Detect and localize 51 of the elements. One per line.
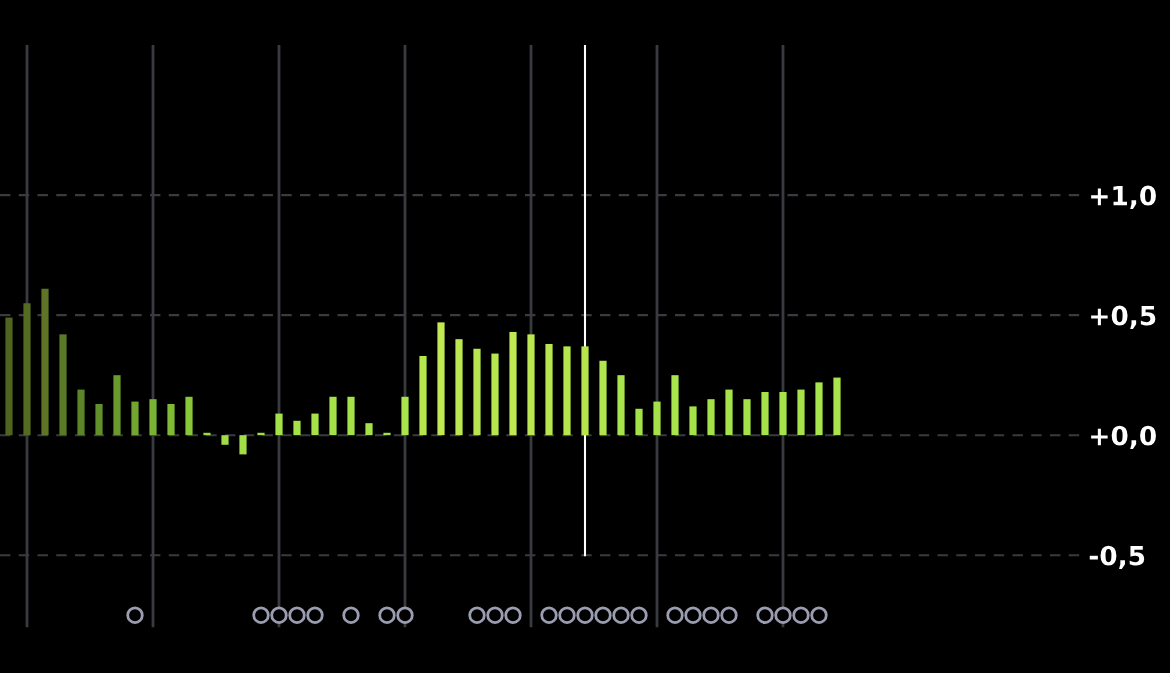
bar	[239, 435, 247, 455]
bar	[257, 432, 265, 436]
bar	[167, 403, 175, 436]
bar	[455, 339, 463, 436]
bar	[653, 401, 661, 436]
bar	[23, 303, 31, 436]
bar	[275, 413, 283, 436]
bar	[329, 396, 337, 436]
y-tick-label: +0,0	[1091, 425, 1156, 449]
bar	[761, 391, 769, 436]
bar	[779, 391, 787, 436]
y-tick-label: +0,5	[1091, 305, 1156, 329]
bar	[437, 322, 445, 436]
bar	[131, 401, 139, 436]
bar	[797, 389, 805, 436]
bar	[671, 375, 679, 436]
bar	[5, 317, 13, 436]
bar	[833, 377, 841, 436]
bar	[365, 423, 373, 436]
bar	[41, 288, 49, 436]
bar	[743, 399, 751, 436]
bar	[473, 348, 481, 436]
y-tick-label: -0,5	[1089, 545, 1145, 569]
bar	[149, 399, 157, 436]
bar	[59, 334, 67, 436]
bar	[311, 413, 319, 436]
bar	[509, 331, 517, 436]
bar	[617, 375, 625, 436]
bar	[563, 346, 571, 436]
bar	[401, 396, 409, 436]
bar	[77, 389, 85, 436]
y-tick-label: +1,0	[1091, 185, 1156, 209]
bar	[491, 353, 499, 436]
bar	[725, 389, 733, 436]
bar	[185, 396, 193, 436]
bar	[347, 396, 355, 436]
bar	[815, 382, 823, 436]
bar	[419, 355, 427, 436]
bar	[707, 399, 715, 436]
bar	[527, 334, 535, 436]
bar	[545, 343, 553, 436]
bar	[95, 403, 103, 436]
bar	[113, 375, 121, 436]
bar	[635, 408, 643, 436]
bar	[293, 420, 301, 436]
bar	[599, 360, 607, 436]
bar	[203, 432, 211, 436]
bar	[689, 406, 697, 436]
bar	[581, 346, 589, 436]
bar	[383, 432, 391, 436]
bar	[221, 435, 229, 445]
